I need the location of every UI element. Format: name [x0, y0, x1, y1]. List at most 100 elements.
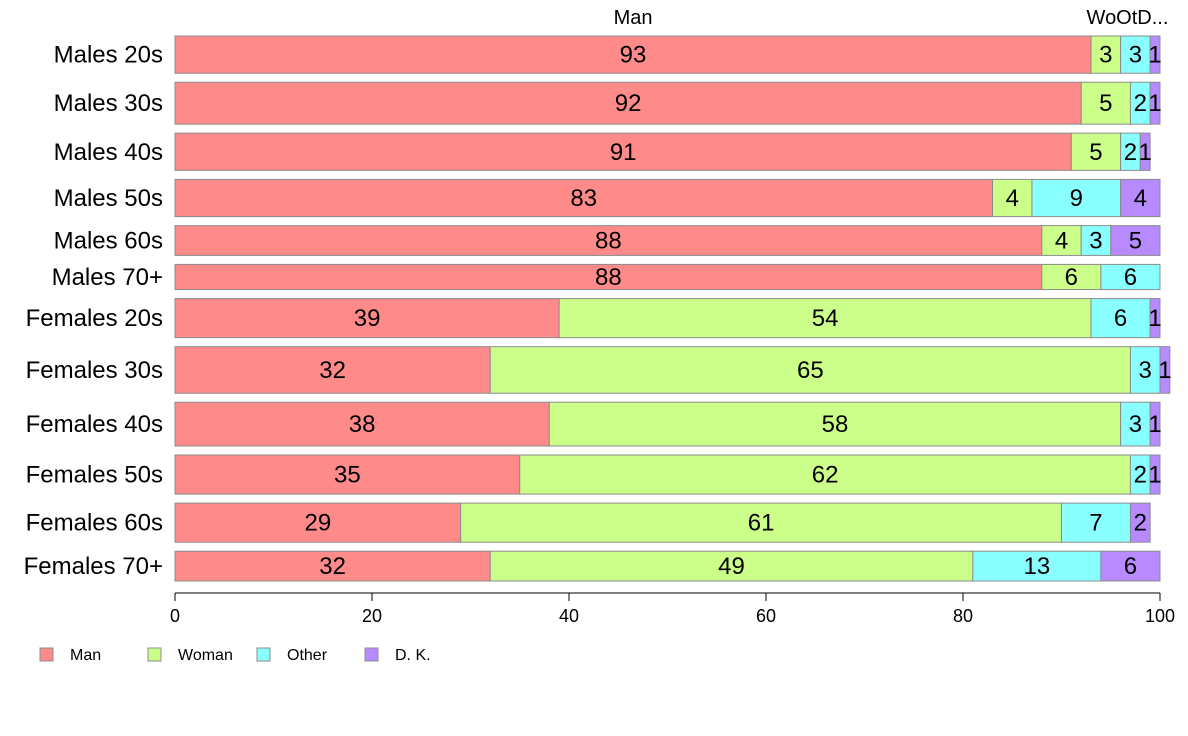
- bar-segment: [1080, 81, 1131, 125]
- legend-swatch: [256, 647, 271, 662]
- data-label: 1: [1148, 305, 1161, 332]
- data-label: 5: [1099, 90, 1112, 117]
- legend-item: Woman: [147, 647, 233, 664]
- bar-segment: [1031, 178, 1122, 218]
- bar-row: Females 50s 35 62 2 1: [26, 454, 1162, 495]
- data-label: 39: [354, 305, 381, 332]
- bar-segment: [1100, 550, 1161, 582]
- x-tick-label: 60: [756, 606, 776, 626]
- data-label: 54: [812, 305, 839, 332]
- data-label: 1: [1158, 357, 1171, 384]
- data-label: 88: [595, 228, 622, 255]
- data-label: 93: [620, 42, 647, 69]
- x-tick-label: 40: [559, 606, 579, 626]
- data-label: 6: [1124, 553, 1137, 580]
- bar-segment: [1129, 346, 1161, 394]
- bar-row: Females 40s 38 58 3 1: [26, 401, 1162, 447]
- legend-label: Other: [287, 647, 328, 664]
- category-label: Males 30s: [54, 90, 163, 117]
- data-label: 4: [1134, 185, 1147, 212]
- data-label: 35: [334, 462, 361, 489]
- bar-segment: [174, 35, 1092, 74]
- bar-segment: [1090, 35, 1122, 74]
- data-label: 83: [570, 185, 597, 212]
- data-label: 92: [615, 90, 642, 117]
- data-label: 5: [1089, 139, 1102, 166]
- bar-segment: [1149, 35, 1161, 74]
- bar-segment: [1041, 263, 1102, 291]
- data-label: 7: [1089, 510, 1102, 537]
- bar-segment: [174, 132, 1072, 171]
- x-tick-label: 100: [1145, 606, 1175, 626]
- bar-row: Males 30s 92 5 2 1: [54, 81, 1162, 125]
- data-label: 1: [1139, 139, 1152, 166]
- data-label: 32: [319, 553, 346, 580]
- data-label: 3: [1129, 411, 1142, 438]
- bar-segment: [548, 401, 1122, 447]
- x-tick-label: 80: [953, 606, 973, 626]
- bar-segment: [174, 263, 1043, 291]
- bar-segment: [489, 550, 974, 582]
- data-label: 91: [610, 139, 637, 166]
- category-label: Males 70+: [52, 264, 163, 291]
- bar-row: Females 20s 39 54 6 1: [26, 298, 1162, 339]
- data-label: 9: [1070, 185, 1083, 212]
- data-label: 2: [1134, 510, 1147, 537]
- data-label: 5: [1129, 228, 1142, 255]
- data-label: 1: [1148, 462, 1161, 489]
- bar-segment: [460, 502, 1062, 543]
- data-label: 58: [822, 411, 849, 438]
- bar-segment: [174, 550, 491, 582]
- data-label: 32: [319, 357, 346, 384]
- data-label: 29: [304, 510, 331, 537]
- bar-segment: [1120, 401, 1151, 447]
- data-label: 3: [1129, 42, 1142, 69]
- data-label: 6: [1114, 305, 1127, 332]
- bar-segment: [174, 298, 560, 339]
- category-label: Males 50s: [54, 185, 163, 212]
- data-label: 13: [1024, 553, 1051, 580]
- data-label: 4: [1006, 185, 1019, 212]
- bar-segment: [1110, 225, 1161, 256]
- data-label: 49: [718, 553, 745, 580]
- data-label: 3: [1139, 357, 1152, 384]
- legend-swatch: [364, 647, 379, 662]
- bar-segment: [174, 346, 491, 394]
- bar-row: Males 20s 93 3 3 1: [54, 35, 1162, 74]
- data-label: 65: [797, 357, 824, 384]
- bar-segment: [1149, 81, 1161, 125]
- bar-segment: [1159, 346, 1171, 394]
- legend-item: Man: [39, 647, 101, 664]
- top-series-label: WoOtD...: [1087, 7, 1169, 29]
- bar-segment: [174, 401, 550, 447]
- bar-segment: [174, 502, 462, 543]
- category-label: Females 20s: [26, 305, 163, 332]
- bar-segment: [174, 454, 521, 495]
- category-label: Males 20s: [54, 42, 163, 69]
- x-tick-label: 0: [170, 606, 180, 626]
- bar-segment: [558, 298, 1092, 339]
- data-label: 3: [1099, 42, 1112, 69]
- data-label: 4: [1055, 228, 1068, 255]
- top-series-label: Man: [614, 7, 653, 29]
- data-label: 88: [595, 264, 622, 291]
- bar-segment: [1070, 132, 1122, 171]
- data-label: 38: [349, 411, 376, 438]
- data-label: 1: [1148, 42, 1161, 69]
- data-label: 6: [1065, 264, 1078, 291]
- legend-item: Other: [256, 647, 328, 664]
- data-label: 1: [1148, 90, 1161, 117]
- bar-segment: [1129, 502, 1151, 543]
- data-label: 62: [812, 462, 839, 489]
- bar-segment: [1120, 35, 1151, 74]
- data-label: 3: [1089, 228, 1102, 255]
- bar-segment: [1080, 225, 1112, 256]
- bar-row: Males 50s 83 4 9 4: [54, 178, 1161, 218]
- legend-label: D. K.: [395, 647, 431, 664]
- category-label: Females 60s: [26, 510, 163, 537]
- bar-segment: [1041, 225, 1082, 256]
- bar-segment: [1090, 298, 1151, 339]
- data-label: 2: [1124, 139, 1137, 166]
- bar-segment: [992, 178, 1033, 218]
